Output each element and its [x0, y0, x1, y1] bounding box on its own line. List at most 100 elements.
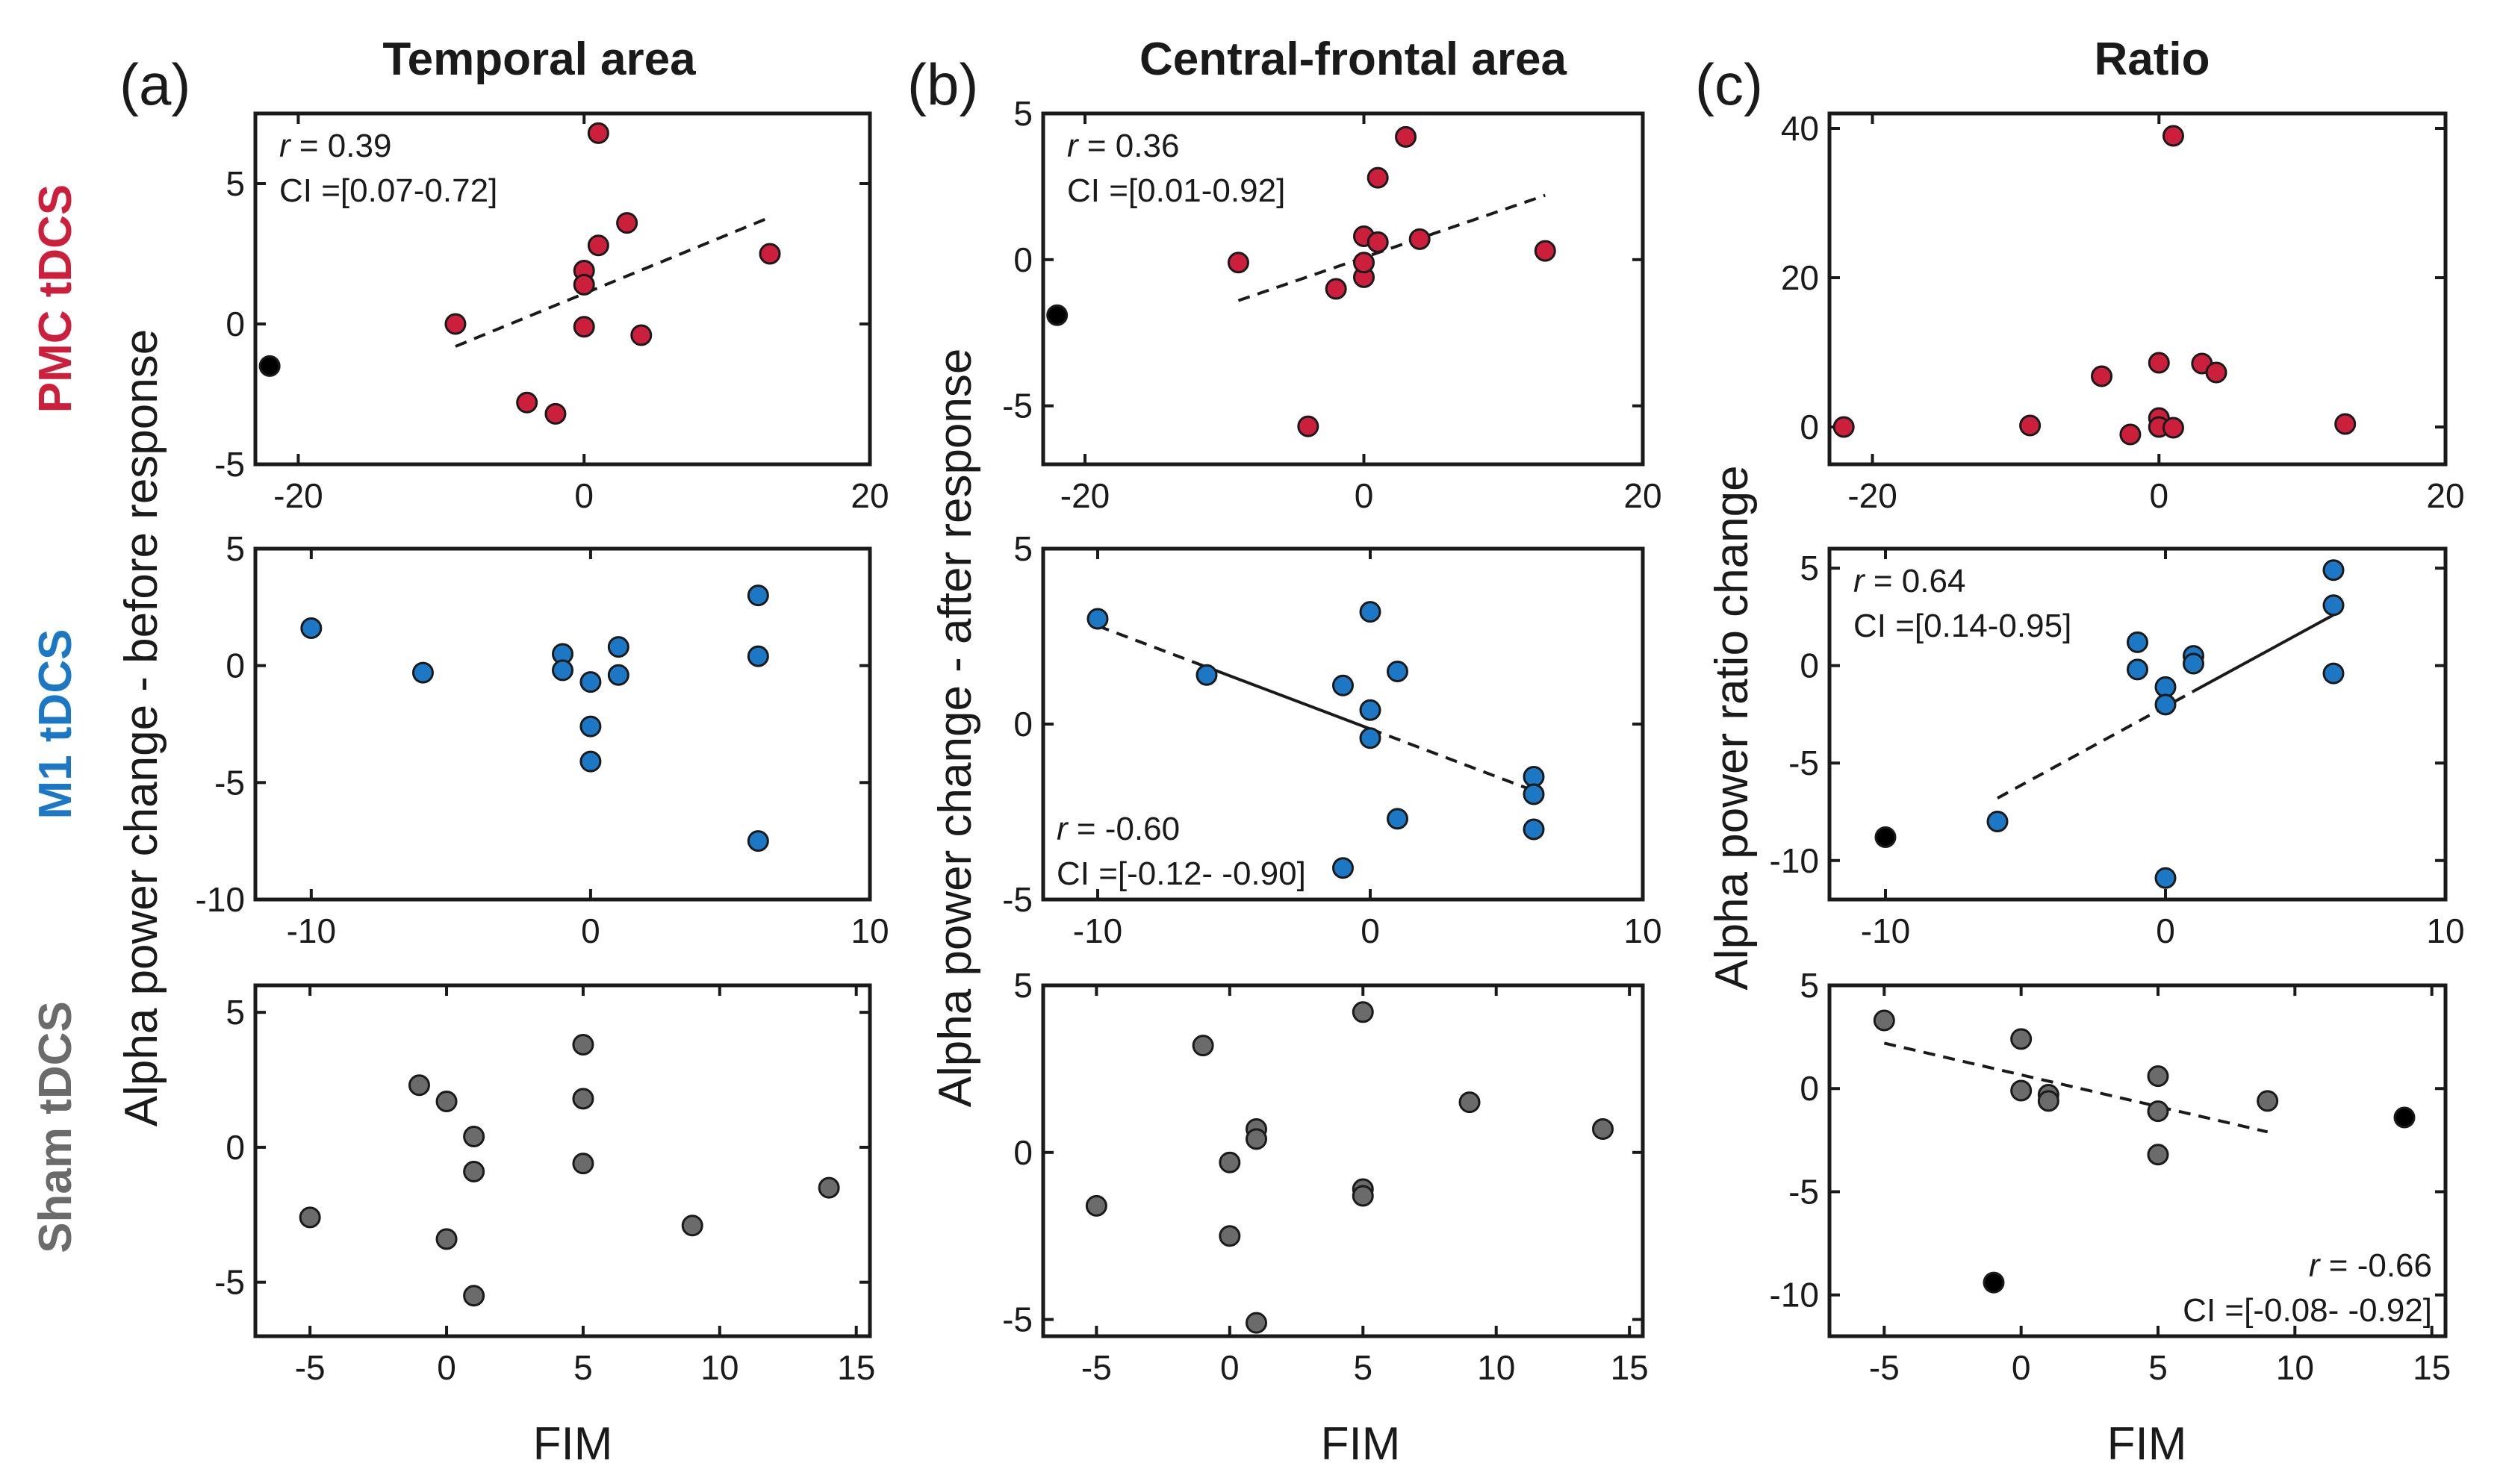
x-tick-label: -20: [1847, 476, 1897, 515]
xlabel-b: FIM: [1321, 1418, 1401, 1470]
y-tick-label: 5: [1013, 966, 1033, 1005]
data-point: [607, 664, 629, 686]
data-point: [2154, 867, 2177, 889]
x-tick-label: 0: [581, 911, 600, 950]
y-tick-label: 5: [1013, 94, 1033, 133]
regression-line-dashed: [1097, 624, 1207, 669]
x-tick-label: 0: [2156, 911, 2175, 950]
y-tick-label: 5: [226, 529, 245, 568]
axes-frame: [253, 111, 872, 467]
ylabel-after-response: Alpha power change - after response: [930, 349, 981, 1108]
regression-line: [1237, 193, 1546, 302]
y-tick-label: 0: [226, 646, 245, 685]
correlation-r: r = -0.66: [2309, 1247, 2432, 1284]
y-tick-label: 5: [1800, 549, 1819, 587]
y-tick-label: 5: [226, 993, 245, 1032]
panel-b3: -5 0 5 10 15 -5 0 5: [1002, 966, 1649, 1387]
regression-line: [1883, 1041, 2269, 1134]
y-tick-label: -5: [1788, 743, 1819, 782]
data-point: [1523, 818, 1545, 841]
data-point: [747, 645, 769, 667]
data-point: [516, 391, 538, 414]
data-point: [463, 1285, 485, 1307]
data-point: [1219, 1151, 1241, 1173]
y-tick-label: 0: [1013, 705, 1033, 743]
x-tick-label: 0: [1220, 1348, 1240, 1387]
data-point: [607, 636, 629, 658]
data-point: [572, 1034, 594, 1056]
outlier-point: [1874, 826, 1897, 848]
confidence-interval: CI =[-0.12- -0.90]: [1057, 855, 1306, 892]
x-tick-label: 20: [2426, 476, 2464, 515]
data-point: [2183, 652, 2204, 675]
panel-c1: -20 0 20 0 20 40: [1781, 109, 2465, 515]
data-point: [572, 1153, 594, 1175]
data-point: [1332, 857, 1354, 879]
x-tick-label: 10: [2276, 1348, 2314, 1387]
y-tick-label: 0: [1800, 646, 1819, 685]
data-point: [463, 1125, 485, 1147]
x-tick-label: 15: [2413, 1348, 2451, 1387]
data-point: [1832, 416, 1855, 438]
data-point: [1591, 1117, 1614, 1140]
panel-b1: -20 0 20 -5 0 5 r = 0.36 CI =[0.01-0.92]: [1002, 94, 1661, 515]
x-tick-label: -20: [1060, 476, 1110, 515]
data-point: [2334, 413, 2357, 435]
outlier-point: [2393, 1106, 2416, 1129]
y-tick-label: 0: [1013, 1133, 1033, 1172]
axes-frame: [253, 983, 872, 1338]
x-tick-label: 0: [2149, 476, 2168, 515]
panel-letter-c: (c): [1695, 52, 1763, 117]
axes-frame: [1827, 111, 2448, 467]
data-point: [1359, 699, 1381, 721]
data-point: [2257, 1090, 2279, 1112]
x-tick-label: 10: [851, 911, 889, 950]
data-point: [2010, 1079, 2033, 1102]
x-tick-label: 5: [573, 1348, 593, 1387]
data-point: [1395, 125, 1417, 148]
data-point: [300, 617, 323, 640]
data-point: [1366, 166, 1389, 189]
y-tick-label: -10: [1770, 841, 1819, 880]
y-tick-label: 0: [1800, 1069, 1819, 1108]
y-tick-label: 0: [1013, 240, 1033, 279]
axes-frame: [1041, 983, 1645, 1338]
data-point: [1325, 278, 1347, 300]
data-point: [1086, 608, 1109, 630]
data-point: [587, 122, 609, 144]
data-point: [1297, 415, 1319, 437]
data-point: [572, 1088, 594, 1110]
data-point: [2322, 594, 2345, 617]
ylabel-ratio-change: Alpha power ratio change: [1706, 465, 1758, 990]
data-point: [573, 316, 595, 338]
regression-line: [455, 216, 771, 348]
data-point: [2127, 631, 2148, 653]
data-point: [1192, 1035, 1214, 1057]
data-point: [1227, 252, 1249, 274]
y-tick-label: 0: [226, 1128, 245, 1167]
x-tick-label: 15: [837, 1348, 875, 1387]
data-point: [1359, 601, 1381, 623]
data-point: [2322, 559, 2345, 582]
x-tick-label: 0: [2012, 1348, 2031, 1387]
data-point: [1085, 1194, 1107, 1217]
data-point: [552, 659, 573, 682]
data-point: [2010, 1028, 2033, 1050]
data-point: [747, 584, 769, 607]
y-tick-label: 5: [1013, 529, 1033, 568]
data-point: [1366, 231, 1389, 253]
column-title-ratio: Ratio: [2095, 34, 2210, 85]
data-point: [1387, 661, 1408, 682]
data-point: [2205, 361, 2227, 384]
row-label-m1: M1 tDCS: [30, 629, 81, 820]
y-tick-label: 0: [226, 305, 245, 343]
data-point: [2037, 1090, 2059, 1112]
outlier-point: [1046, 304, 1069, 326]
data-point: [579, 750, 602, 773]
panel-letter-a: (a): [119, 52, 190, 117]
y-tick-label: -10: [196, 880, 245, 919]
data-point: [1534, 240, 1556, 262]
y-tick-label: -5: [214, 445, 245, 484]
data-point: [1332, 674, 1354, 696]
